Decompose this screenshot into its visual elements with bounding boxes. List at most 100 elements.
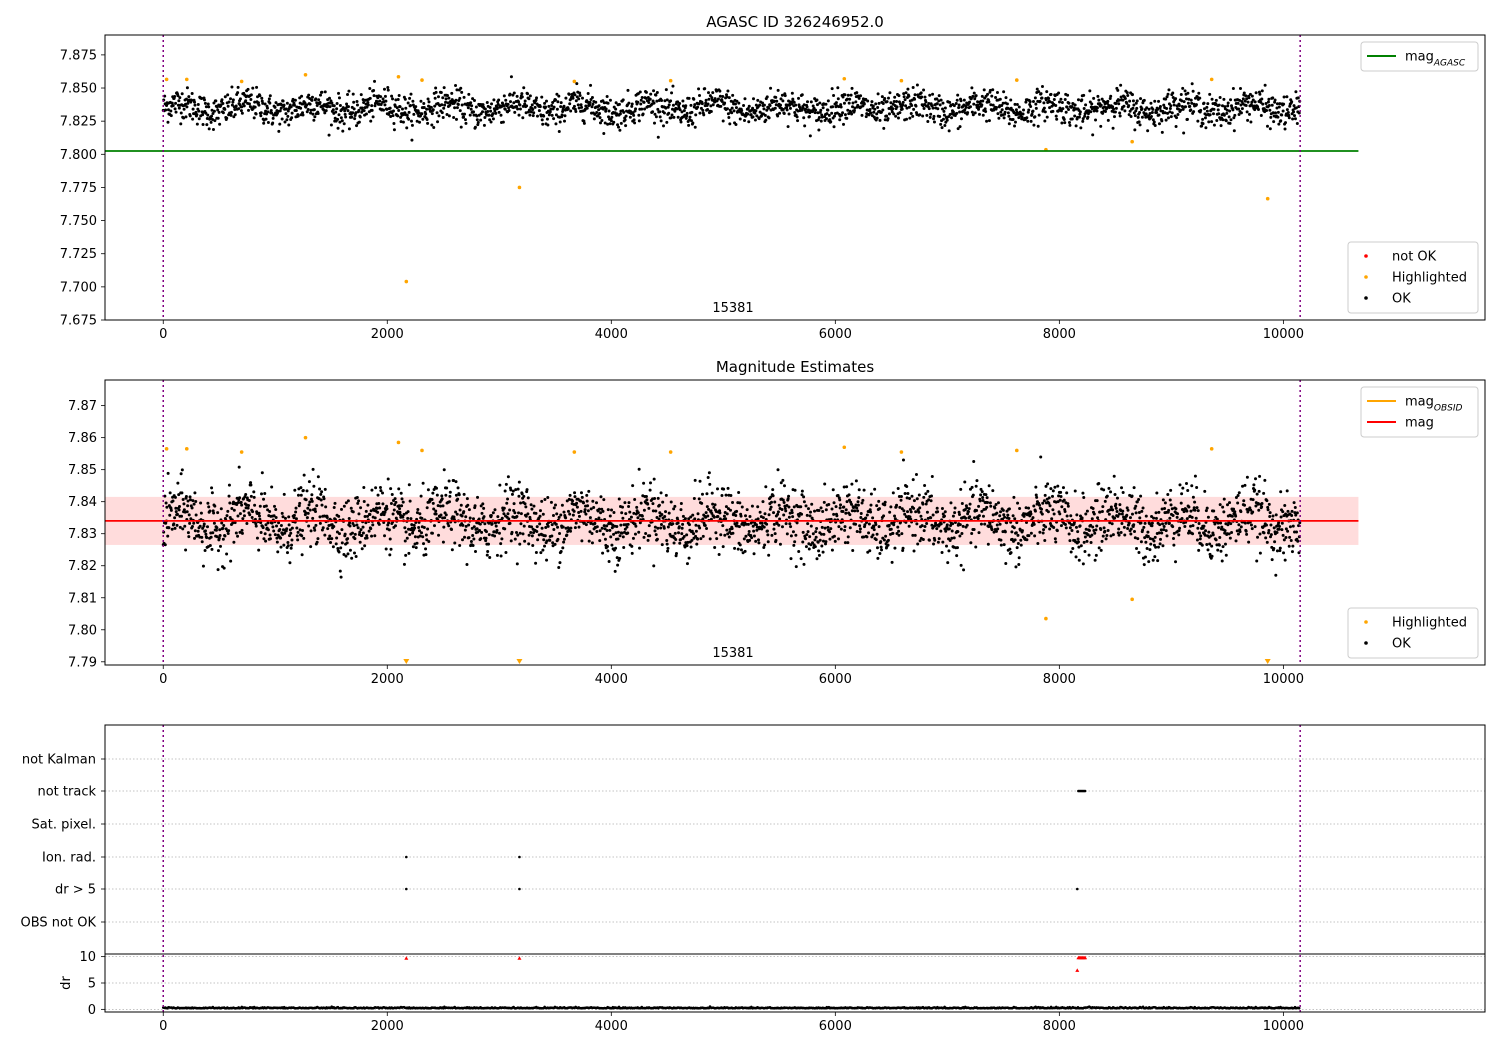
ok-point xyxy=(315,504,319,508)
ok-point xyxy=(1063,98,1067,102)
ok-point xyxy=(1128,516,1132,520)
ok-point xyxy=(211,112,215,116)
ok-point xyxy=(648,534,652,538)
ok-point xyxy=(455,88,459,92)
ok-point xyxy=(554,113,558,117)
ok-point xyxy=(1268,108,1272,112)
ok-point xyxy=(1027,506,1031,510)
ok-point xyxy=(193,529,197,533)
ok-point xyxy=(860,113,864,117)
ok-point xyxy=(601,532,605,536)
ok-point xyxy=(266,120,270,124)
ok-point xyxy=(310,95,314,99)
ok-point xyxy=(593,112,597,116)
ok-point xyxy=(680,526,684,530)
ok-point xyxy=(320,90,324,94)
ok-point xyxy=(1282,102,1286,106)
ok-point xyxy=(523,502,527,506)
ok-point xyxy=(422,105,426,109)
ok-point xyxy=(547,104,551,108)
ok-point xyxy=(206,501,210,505)
ok-point xyxy=(407,117,411,121)
ok-point xyxy=(215,526,219,530)
ok-point xyxy=(206,102,210,106)
ok-point xyxy=(1189,108,1193,112)
ok-point xyxy=(512,91,516,95)
highlighted-point xyxy=(404,279,409,284)
ok-point xyxy=(568,102,572,106)
ok-point xyxy=(633,121,637,125)
ok-point xyxy=(773,106,777,110)
ok-point xyxy=(245,521,249,525)
ok-point xyxy=(318,521,322,525)
ok-point xyxy=(869,503,873,507)
ok-point xyxy=(1066,502,1070,506)
ok-point xyxy=(346,92,350,96)
ok-point xyxy=(345,541,349,545)
ok-point xyxy=(1015,102,1019,106)
ok-point xyxy=(785,108,789,112)
ok-point xyxy=(776,468,780,472)
ok-point xyxy=(917,510,921,514)
ok-point xyxy=(220,521,224,525)
ok-point xyxy=(935,506,939,510)
ok-point xyxy=(1089,110,1093,114)
ok-point xyxy=(1083,549,1087,553)
ok-point xyxy=(669,116,673,120)
ok-point xyxy=(660,543,664,547)
ok-point xyxy=(1276,110,1280,114)
ok-point xyxy=(805,105,809,109)
ok-point xyxy=(1239,111,1243,115)
ok-point xyxy=(1040,96,1044,100)
ok-point xyxy=(413,526,417,530)
ok-point xyxy=(1202,101,1206,105)
ok-point xyxy=(472,537,476,541)
ok-point xyxy=(966,510,970,514)
ok-point xyxy=(1185,509,1189,513)
ok-point xyxy=(637,119,641,123)
ok-point xyxy=(695,542,699,546)
ok-point xyxy=(226,509,230,513)
ok-point xyxy=(516,107,520,111)
ok-point xyxy=(1079,544,1083,548)
ok-point xyxy=(346,109,350,113)
ok-point xyxy=(1042,528,1046,532)
ok-point xyxy=(692,97,696,101)
ok-point xyxy=(1058,498,1062,502)
ok-point xyxy=(409,119,413,123)
ok-point xyxy=(294,517,298,521)
ok-point xyxy=(815,557,819,561)
ok-point xyxy=(716,515,720,519)
ok-point xyxy=(1113,110,1117,114)
ok-point xyxy=(754,109,758,113)
ok-point xyxy=(728,122,732,126)
ok-point xyxy=(688,115,692,119)
ok-point xyxy=(652,121,656,125)
ok-point xyxy=(556,537,560,541)
ok-point xyxy=(249,494,253,498)
ok-point xyxy=(378,506,382,510)
ok-point xyxy=(789,534,793,538)
ok-point xyxy=(255,536,259,540)
ok-point xyxy=(995,511,999,515)
highlighted-point xyxy=(303,72,308,77)
ok-point xyxy=(279,106,283,110)
ok-point xyxy=(845,116,849,120)
ok-point xyxy=(777,503,781,507)
ok-point xyxy=(200,96,204,100)
ok-point xyxy=(671,84,675,88)
ok-point xyxy=(1132,486,1136,490)
ok-point xyxy=(1170,111,1174,115)
ok-point xyxy=(697,87,701,91)
ok-point xyxy=(652,101,656,105)
ok-point xyxy=(911,478,915,482)
ok-point xyxy=(872,528,876,532)
ok-point xyxy=(208,509,212,513)
ok-point xyxy=(1196,119,1200,123)
ok-point xyxy=(1046,482,1050,486)
ok-point xyxy=(577,106,581,110)
ok-point xyxy=(1194,103,1198,107)
ok-point xyxy=(530,525,534,529)
ok-point xyxy=(1180,517,1184,521)
ok-point xyxy=(520,92,524,96)
